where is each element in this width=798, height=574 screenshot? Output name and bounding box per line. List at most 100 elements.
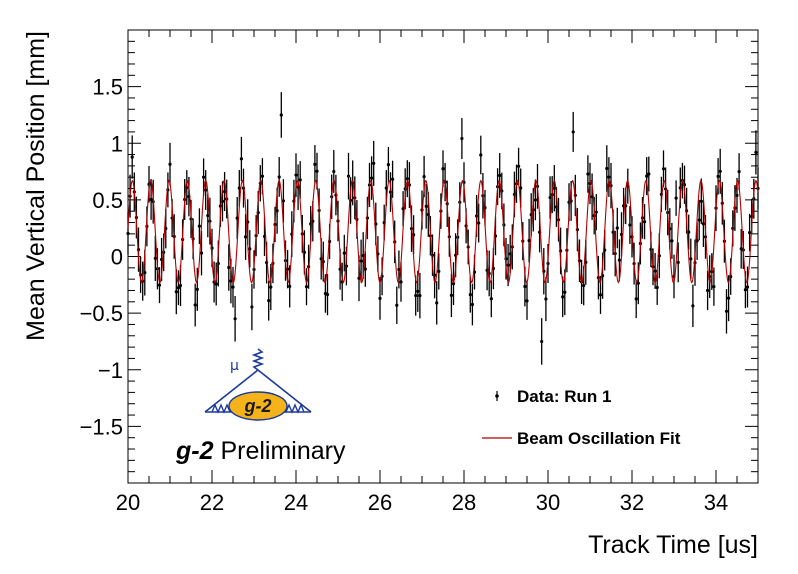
y-tick-label: −0.5 [80, 301, 123, 326]
data-point [594, 210, 598, 214]
data-point [294, 173, 298, 177]
y-tick-labels: −1.5 −1 −0.5 0 0.5 1 1.5 [80, 75, 123, 440]
logo-caption: g-2 Preliminary [175, 437, 346, 465]
fit-line [127, 179, 759, 284]
data-point [281, 199, 285, 203]
data-point [527, 239, 531, 243]
data-point [174, 290, 178, 294]
legend-entry-data: Data: Run 1 [495, 387, 611, 406]
data-point [386, 163, 390, 167]
data-point [315, 169, 319, 173]
data-point [743, 288, 748, 292]
data-point [361, 253, 365, 258]
data-point [754, 150, 758, 154]
logo-feynman-right-wiggle [285, 403, 305, 414]
data-point [489, 297, 493, 301]
data-point [199, 251, 204, 255]
data-point [435, 301, 439, 305]
data-point [724, 309, 729, 313]
data-point [643, 220, 647, 224]
legend-entry-fit: Beam Oscillation Fit [482, 429, 681, 448]
data-point [586, 172, 590, 176]
data-point [195, 287, 199, 291]
data-points [126, 113, 760, 344]
data-point [727, 296, 731, 300]
data-point [706, 288, 710, 293]
x-axis-title: Track Time [us] [588, 531, 758, 559]
y-tick-label: 1 [111, 131, 123, 156]
data-point [235, 216, 239, 220]
data-point [149, 197, 153, 202]
data-point [286, 267, 290, 271]
data-point [298, 178, 302, 182]
data-point [418, 294, 422, 298]
data-point [157, 283, 162, 287]
data-point [288, 284, 292, 288]
legend-fit-label: Beam Oscillation Fit [517, 429, 681, 448]
data-point [523, 284, 527, 289]
data-point [605, 166, 609, 171]
data-point [233, 317, 237, 321]
data-point [227, 265, 231, 270]
data-point [214, 282, 218, 286]
data-point [248, 247, 252, 251]
data-point [498, 173, 502, 178]
data-point [359, 259, 363, 263]
data-point [645, 174, 649, 178]
data-point [176, 286, 180, 290]
data-point [126, 231, 130, 236]
data-point [737, 169, 741, 174]
data-point [372, 161, 376, 165]
data-point [508, 252, 512, 256]
data-point [544, 297, 548, 301]
data-point [237, 186, 241, 190]
data-point [460, 136, 464, 141]
data-point [346, 174, 351, 178]
data-point [399, 280, 403, 284]
data-point [206, 214, 210, 218]
data-point [277, 175, 281, 179]
data-point [229, 279, 233, 283]
data-point [745, 285, 750, 289]
data-point [699, 199, 703, 203]
data-point [548, 195, 552, 200]
data-point [674, 196, 678, 200]
data-point [689, 257, 693, 261]
x-tick-label: 32 [620, 490, 644, 515]
logo-mu-label: μ [230, 358, 239, 374]
axis-ticks [127, 29, 759, 484]
data-point [279, 113, 283, 117]
data-point [748, 230, 752, 235]
data-point [239, 157, 243, 161]
data-point [653, 269, 657, 273]
x-tick-label: 22 [200, 490, 224, 515]
y-tick-label: −1 [98, 358, 123, 383]
data-point [687, 230, 691, 234]
logo-feynman-left-line [204, 369, 259, 413]
data-point [655, 285, 659, 290]
data-point [332, 169, 336, 174]
data-point [598, 293, 603, 297]
data-point [691, 304, 695, 308]
g2-logo: μ g-2 g-2 Preliminary [175, 348, 346, 465]
data-point [552, 186, 556, 190]
y-axis-title: Mean Vertical Position [mm] [22, 31, 50, 341]
data-point [735, 193, 739, 197]
data-point [634, 297, 638, 301]
data-point [607, 175, 611, 179]
data-error-bars [127, 92, 759, 365]
data-point [716, 174, 720, 178]
x-tick-label: 20 [116, 490, 140, 515]
data-point [370, 176, 374, 180]
data-point [540, 339, 544, 344]
data-point [517, 164, 521, 168]
data-point [197, 224, 201, 228]
data-point [260, 174, 264, 178]
y-tick-label: 0.5 [92, 188, 123, 213]
data-point [533, 198, 538, 202]
data-point [697, 218, 701, 222]
y-tick-label: −1.5 [80, 414, 123, 439]
x-tick-label: 28 [452, 490, 476, 515]
data-point [414, 293, 418, 298]
